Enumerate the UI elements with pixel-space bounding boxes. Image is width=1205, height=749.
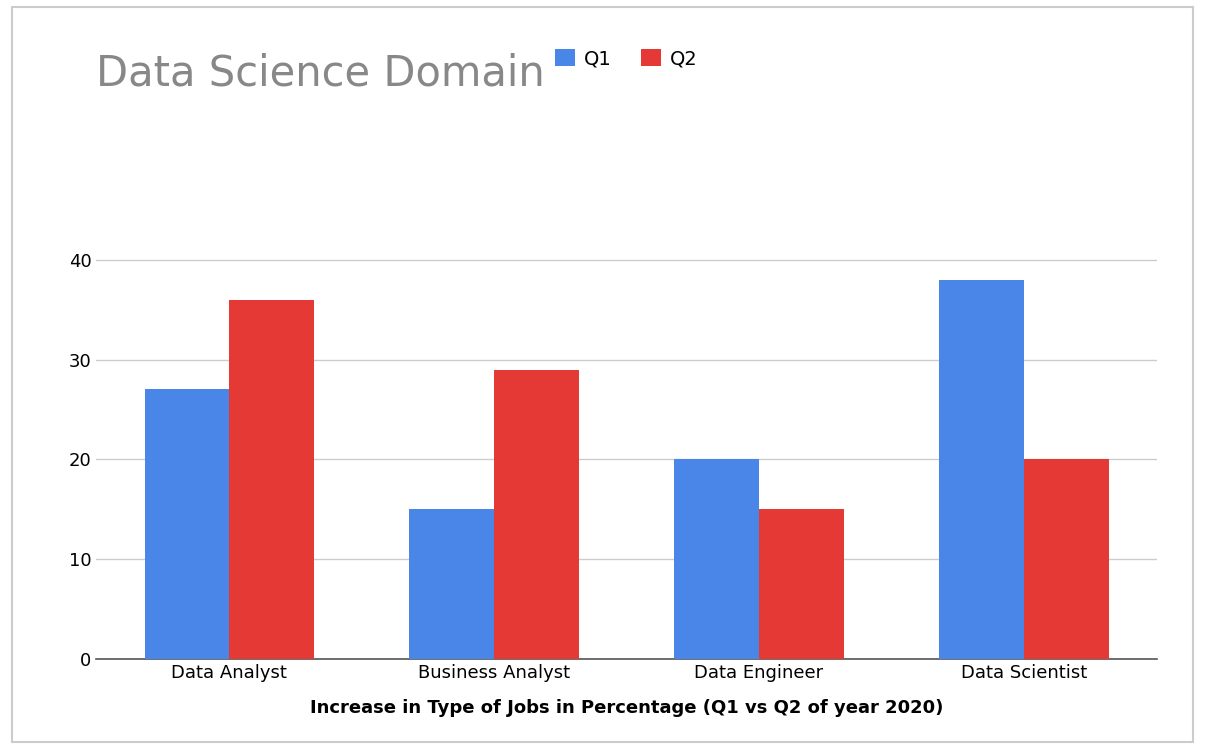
Text: Data Science Domain: Data Science Domain — [96, 52, 545, 94]
Bar — [759, 509, 843, 659]
Bar — [1024, 459, 1109, 659]
Bar — [939, 279, 1024, 659]
Bar — [494, 369, 578, 659]
Bar — [410, 509, 494, 659]
Bar — [229, 300, 315, 659]
Bar — [145, 389, 229, 659]
Legend: Q1, Q2: Q1, Q2 — [556, 49, 698, 68]
Bar — [675, 459, 759, 659]
X-axis label: Increase in Type of Jobs in Percentage (Q1 vs Q2 of year 2020): Increase in Type of Jobs in Percentage (… — [310, 699, 944, 717]
